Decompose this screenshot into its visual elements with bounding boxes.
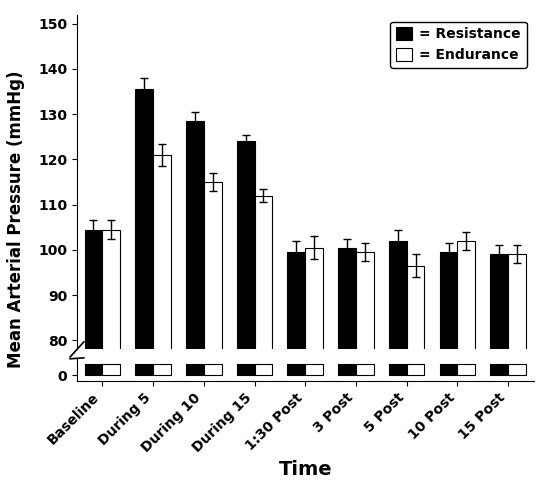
Bar (406, 364, 425, 375)
Bar (186, 121, 204, 488)
Bar (439, 252, 458, 488)
X-axis label: Time: Time (278, 460, 332, 479)
Bar (153, 155, 171, 488)
Bar (356, 364, 374, 375)
Bar (288, 252, 305, 488)
Bar (255, 364, 272, 375)
Bar (102, 364, 120, 375)
Bar (85, 364, 102, 375)
Bar (389, 364, 406, 375)
Bar (288, 364, 305, 375)
Bar (204, 364, 222, 375)
Text: Mean Arterial Pressure (mmHg): Mean Arterial Pressure (mmHg) (8, 71, 25, 368)
Bar (458, 364, 475, 375)
Bar (508, 364, 526, 375)
Bar (153, 364, 171, 375)
Bar (439, 364, 458, 375)
Bar (237, 142, 255, 488)
Bar (406, 265, 425, 488)
Bar (85, 229, 102, 488)
Bar (491, 254, 508, 488)
Bar (255, 196, 272, 488)
Bar (491, 364, 508, 375)
Bar (135, 89, 153, 488)
Bar (356, 252, 374, 488)
Bar (338, 364, 356, 375)
Bar (305, 247, 323, 488)
Bar (305, 364, 323, 375)
Bar (204, 182, 222, 488)
Bar (508, 254, 526, 488)
Bar (135, 364, 153, 375)
Legend: = Resistance, = Endurance: = Resistance, = Endurance (390, 21, 526, 68)
Bar (458, 241, 475, 488)
Bar (338, 247, 356, 488)
Bar (102, 229, 120, 488)
Bar (186, 364, 204, 375)
Bar (237, 364, 255, 375)
Bar (389, 241, 406, 488)
